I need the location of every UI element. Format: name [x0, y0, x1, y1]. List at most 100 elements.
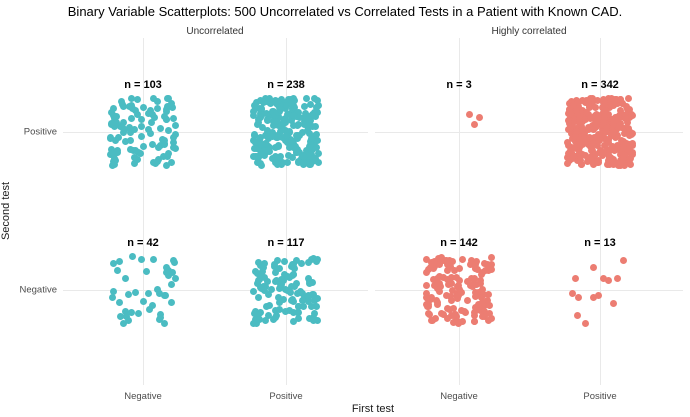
data-point [577, 134, 585, 142]
data-point [131, 126, 139, 134]
data-point [587, 146, 595, 154]
data-point [131, 147, 139, 155]
x-tick-label: Positive [269, 391, 303, 402]
data-point [134, 111, 142, 119]
data-point [576, 113, 584, 121]
data-point [450, 266, 458, 274]
data-point [577, 161, 585, 169]
data-point [574, 293, 582, 301]
gridline-horizontal [375, 132, 683, 133]
data-point [119, 123, 127, 131]
data-point [136, 150, 144, 158]
data-point [593, 134, 601, 142]
data-point [126, 136, 134, 144]
data-point [629, 130, 637, 138]
data-point [470, 120, 478, 128]
x-tick-label: Negative [440, 391, 478, 402]
data-point [257, 150, 265, 158]
data-point [605, 146, 613, 154]
data-point [629, 140, 637, 148]
data-point [255, 293, 263, 301]
data-point [590, 161, 598, 169]
data-point [623, 145, 631, 153]
data-point [472, 264, 480, 272]
data-point [472, 258, 480, 266]
data-point [620, 162, 628, 170]
data-point [609, 129, 617, 137]
data-point [433, 279, 441, 287]
data-point [269, 121, 277, 129]
y-axis-title: Second test [0, 181, 12, 241]
data-point [605, 110, 613, 118]
data-point [578, 140, 586, 148]
data-point [259, 264, 267, 272]
data-point [169, 138, 177, 146]
data-point [466, 281, 474, 289]
data-point [172, 275, 180, 283]
data-point [447, 296, 455, 304]
data-point [250, 144, 258, 152]
data-point [485, 290, 493, 298]
data-point [295, 314, 303, 322]
data-point [438, 253, 446, 261]
data-point [613, 274, 621, 282]
data-point [304, 259, 312, 267]
data-point [581, 319, 589, 327]
data-point [170, 259, 178, 267]
data-point [434, 275, 442, 283]
data-point [467, 260, 474, 268]
data-point [306, 129, 314, 137]
data-point [314, 158, 322, 166]
data-point [255, 259, 263, 267]
data-point [164, 126, 172, 134]
data-point [299, 158, 307, 166]
data-point [272, 144, 280, 152]
data-point [479, 285, 487, 293]
data-point [278, 133, 286, 141]
gridline-horizontal [63, 132, 368, 133]
data-point [107, 134, 115, 142]
data-point [126, 146, 134, 154]
data-point [275, 294, 283, 302]
data-point [107, 120, 115, 128]
data-point [272, 276, 280, 284]
data-point [455, 286, 463, 294]
data-point [594, 159, 602, 167]
data-point [464, 277, 472, 285]
data-point [294, 120, 302, 128]
data-point [313, 137, 321, 145]
data-point [312, 303, 320, 311]
gridline-vertical [286, 38, 287, 385]
gridline-vertical [143, 38, 144, 385]
data-point [268, 285, 276, 293]
data-point [443, 256, 451, 264]
data-point [607, 99, 615, 107]
data-point [282, 308, 290, 316]
data-point [286, 96, 294, 104]
data-point [450, 319, 458, 327]
data-point [594, 291, 602, 299]
data-point [134, 310, 142, 318]
data-point [132, 289, 140, 297]
gridline-vertical [600, 38, 601, 385]
data-point [619, 143, 627, 151]
data-point [272, 306, 280, 314]
data-point [573, 311, 581, 319]
data-point [117, 312, 125, 320]
data-point [437, 310, 445, 318]
data-point [299, 152, 307, 160]
data-point [277, 106, 285, 114]
data-point [444, 314, 452, 322]
data-point [125, 102, 133, 110]
data-point [161, 292, 169, 300]
data-point [285, 144, 293, 152]
data-point [617, 161, 625, 169]
data-point [115, 257, 123, 265]
data-point [264, 126, 272, 134]
data-point [585, 100, 593, 108]
data-point [565, 117, 573, 125]
data-point [309, 313, 317, 321]
data-point [119, 119, 127, 127]
data-point [160, 113, 168, 121]
data-point [589, 139, 597, 147]
